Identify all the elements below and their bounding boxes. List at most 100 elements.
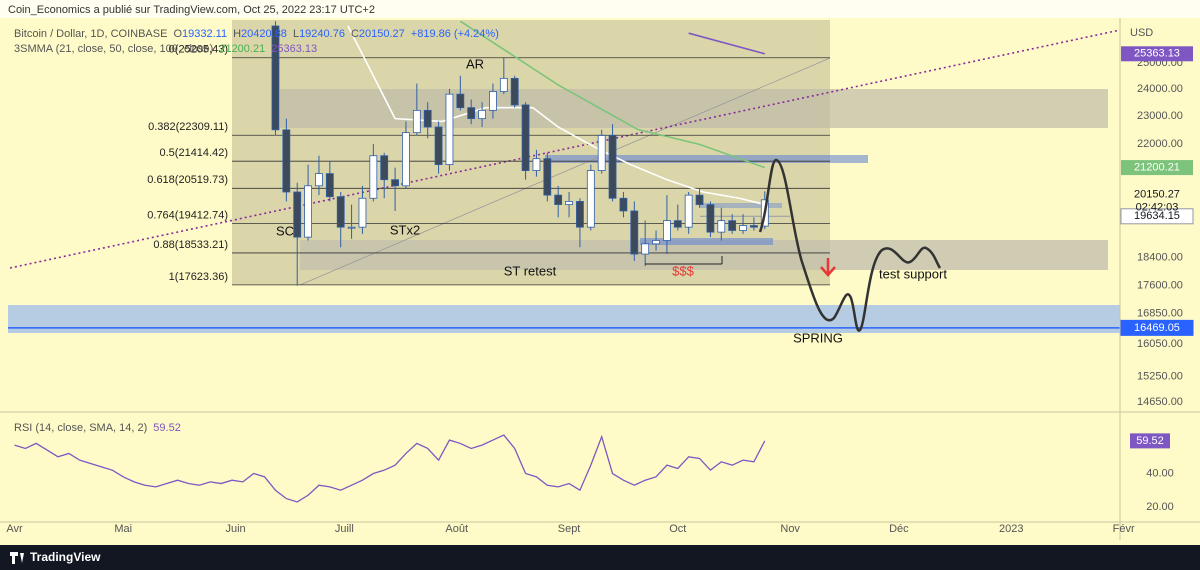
rsi-title: RSI (14, close, SMA, 14, 2) bbox=[14, 422, 147, 434]
annotation: $$$ bbox=[672, 263, 694, 278]
price-tag bbox=[1121, 160, 1193, 176]
fib-label: 0.764(19412.74) bbox=[147, 209, 228, 221]
x-tick-label: Oct bbox=[669, 523, 686, 535]
symbol: Bitcoin / Dollar, 1D, COINBASE bbox=[14, 28, 167, 40]
annotation: SC bbox=[276, 223, 294, 238]
diagonal bbox=[299, 57, 831, 286]
y-tick-label: 16850.00 bbox=[1137, 307, 1183, 319]
candle-body bbox=[706, 204, 715, 233]
y-tick-label: 17600.00 bbox=[1137, 280, 1183, 292]
y-tick-label: 22000.00 bbox=[1137, 138, 1183, 150]
x-tick-label: Déc bbox=[889, 523, 909, 535]
candle-body bbox=[499, 77, 508, 92]
candle-body bbox=[641, 243, 650, 255]
ma-value: 21200.21 bbox=[219, 43, 265, 55]
moving-average bbox=[688, 32, 765, 55]
rsi-tick-label: 20.00 bbox=[1146, 501, 1174, 513]
candle-body bbox=[554, 194, 563, 205]
annotation: SPRING bbox=[793, 330, 843, 345]
fib-label: 0.5(21414.42) bbox=[160, 147, 229, 159]
candle-body bbox=[402, 132, 410, 187]
candle-body bbox=[412, 109, 421, 134]
candle-body bbox=[467, 107, 476, 120]
ma-legend: 3SMMA (21, close, 50, close, 100, close)… bbox=[14, 43, 317, 55]
candle-body bbox=[456, 93, 465, 109]
blue-zone bbox=[700, 203, 782, 208]
candle-body bbox=[489, 91, 497, 111]
ohlc-value: 20420.88 bbox=[241, 28, 287, 40]
candle-body bbox=[619, 197, 628, 212]
candle-body bbox=[608, 135, 617, 199]
annotation: ST retest bbox=[504, 263, 557, 278]
candle-body bbox=[532, 158, 541, 171]
fib-label: 0.382(22309.11) bbox=[148, 121, 228, 133]
annotation: test support bbox=[879, 266, 947, 281]
demand-zone bbox=[8, 305, 1120, 333]
rsi-legend: RSI (14, close, SMA, 14, 2) 59.52 bbox=[14, 422, 181, 434]
ohlc-prefix: O bbox=[173, 28, 182, 40]
candle-body bbox=[358, 197, 367, 228]
blue-zone bbox=[640, 238, 773, 245]
price-tag bbox=[1130, 433, 1170, 449]
moving-average bbox=[459, 20, 766, 169]
candle-body bbox=[271, 25, 280, 131]
candle-body bbox=[380, 155, 389, 181]
x-tick-label: 2023 bbox=[999, 523, 1023, 535]
x-tick-label: Nov bbox=[780, 523, 800, 535]
ohlc-prefix: H bbox=[233, 28, 241, 40]
header-bar bbox=[0, 0, 1200, 18]
fib-label: 0.88(18533.21) bbox=[153, 239, 228, 251]
candle-body bbox=[663, 220, 671, 241]
y-tick-label: 23000.00 bbox=[1137, 110, 1183, 122]
candle-body bbox=[576, 201, 584, 228]
y-tick-label: 14650.00 bbox=[1137, 396, 1183, 408]
candle-body bbox=[282, 129, 291, 193]
x-tick-label: Août bbox=[445, 523, 468, 535]
price-tag-label: 59.52 bbox=[1136, 435, 1164, 447]
last-price: 20150.27 bbox=[1134, 189, 1180, 201]
candle-body bbox=[325, 173, 334, 198]
y-tick-label: 16050.00 bbox=[1137, 338, 1183, 350]
candle-body bbox=[684, 194, 693, 228]
candle-body bbox=[369, 155, 378, 199]
candle-body bbox=[652, 240, 660, 245]
plot: 0(25205.43) 0.382(22309.11) 0.5(21414.42) 0… bbox=[8, 20, 1120, 503]
countdown: 02:42:03 bbox=[1136, 202, 1179, 214]
x-tick-label: Févr bbox=[1113, 523, 1135, 535]
candle-body bbox=[630, 210, 639, 255]
candle-body bbox=[510, 77, 519, 106]
fib-label: 0.618(20519.73) bbox=[147, 174, 228, 186]
candle-body bbox=[728, 220, 737, 231]
y-tick-label: 15250.00 bbox=[1137, 371, 1183, 383]
change: +819.86 (+4.24%) bbox=[411, 28, 499, 40]
currency: USD bbox=[1130, 27, 1153, 39]
x-tick-label: Avr bbox=[6, 523, 23, 535]
candle-body bbox=[478, 109, 486, 120]
moving-average bbox=[347, 25, 765, 206]
price-tag bbox=[1121, 46, 1193, 62]
candle-body bbox=[739, 225, 747, 231]
trend-line bbox=[9, 29, 1121, 269]
rsi-line bbox=[14, 434, 766, 503]
candle-body bbox=[597, 135, 606, 171]
annotation: AR bbox=[466, 56, 484, 71]
blue-zone bbox=[545, 155, 868, 163]
rsi-value: 59.52 bbox=[153, 422, 181, 434]
candle-body bbox=[423, 109, 432, 128]
candle-body bbox=[347, 226, 356, 229]
ma-label: 3SMMA (21, close, 50, close, 100, close) bbox=[14, 43, 213, 55]
price-tag-label: 19634.15 bbox=[1134, 210, 1180, 222]
x-tick-label: Mai bbox=[114, 523, 132, 535]
candle-body bbox=[521, 104, 530, 171]
y-tick-label: 24000.00 bbox=[1137, 83, 1183, 95]
brand: TradingView bbox=[30, 550, 101, 564]
ohlc-value: 20150.27 bbox=[359, 28, 405, 40]
arrow bbox=[820, 258, 836, 277]
symbol-legend: Bitcoin / Dollar, 1D, COINBASE O19332.11 H… bbox=[14, 28, 499, 40]
candle-body bbox=[586, 170, 595, 228]
marker bbox=[645, 256, 723, 265]
x-tick-label: Sept bbox=[558, 523, 581, 535]
candle-body bbox=[391, 179, 399, 187]
candle-body bbox=[695, 194, 704, 205]
